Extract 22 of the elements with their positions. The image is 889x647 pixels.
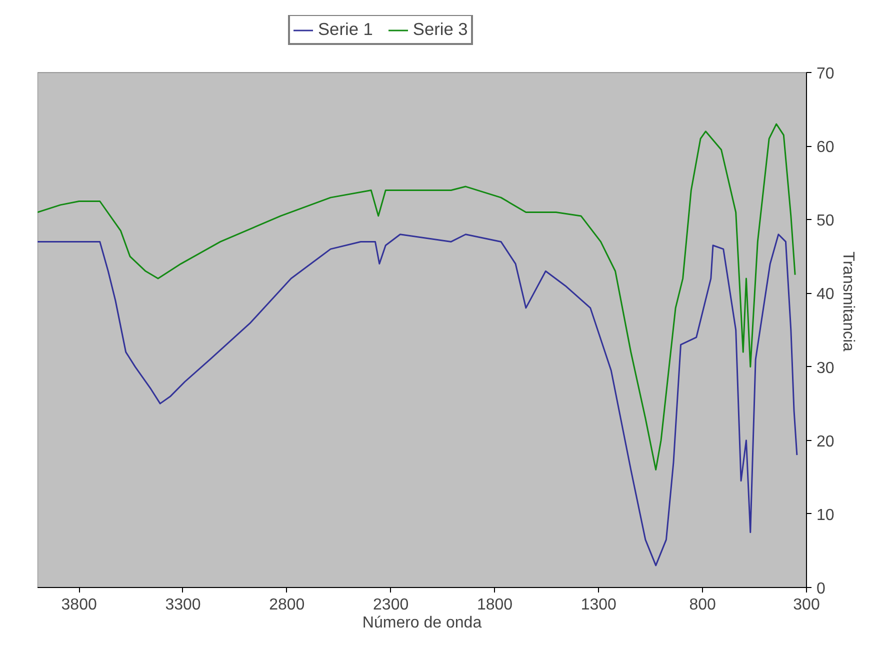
line-series (38, 123, 796, 471)
y2-tick-label: 30 (816, 360, 834, 377)
x-tick-label: 2300 (373, 596, 409, 614)
x-tick-label: 3800 (61, 596, 97, 614)
y2-tick-label: 70 (816, 66, 834, 82)
x-tick-label: 1800 (476, 596, 513, 614)
x-tick-label: 1300 (580, 596, 617, 614)
line-series (38, 234, 798, 566)
y2-axis-title: Transmitancia (839, 252, 856, 352)
x-tick-label: 800 (689, 596, 716, 614)
x-tick-label: 2800 (269, 596, 305, 614)
y2-tick-label: 10 (816, 506, 834, 524)
y2-tick-label: 50 (816, 212, 834, 230)
legend-label: Serie 3 (412, 19, 468, 40)
y2-tick-label: 0 (816, 580, 826, 598)
x-tick-label: 300 (793, 596, 820, 614)
y2-tick-label: 60 (816, 139, 834, 156)
y2-tick-label: 20 (816, 433, 834, 450)
legend-label: Serie 1 (318, 19, 373, 40)
x-tick-label: 3300 (165, 596, 201, 614)
y2-tick-label: 40 (816, 286, 834, 304)
x-axis-title: Número de onda (362, 614, 482, 632)
